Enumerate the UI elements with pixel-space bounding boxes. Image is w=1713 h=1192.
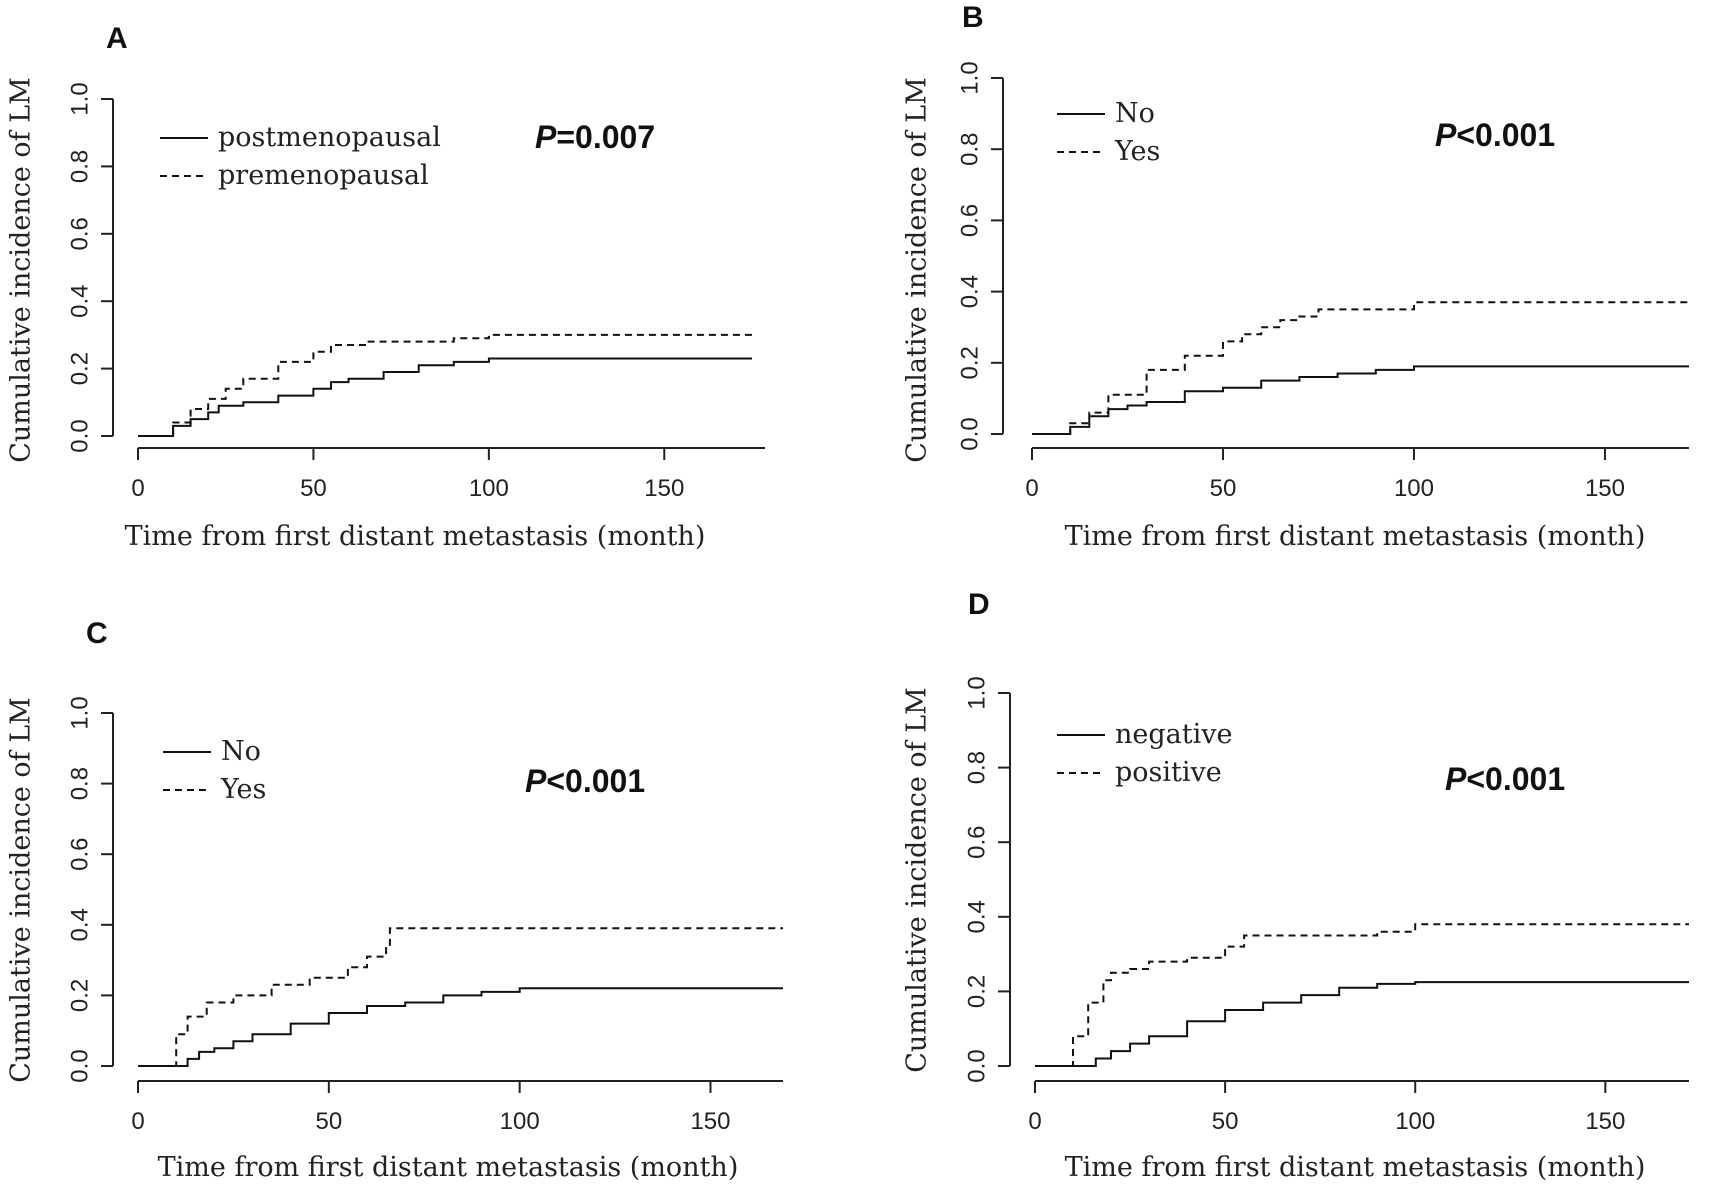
x-tick-label-b-2: 100 bbox=[1394, 475, 1434, 502]
panel-d: D 0.0 0.2 0.4 0.6 0.8 1.0 0 50 100 150 Time from fi… bbox=[902, 588, 1689, 1183]
legend-label-b-yes: Yes bbox=[1114, 136, 1160, 167]
y-axis-title-d: Cumulative incidence of LM bbox=[902, 687, 933, 1073]
y-tick-label-b-3: 0.6 bbox=[956, 204, 983, 237]
x-tick-label-d-2: 100 bbox=[1395, 1108, 1435, 1135]
series-line-d-positive bbox=[1035, 923, 1689, 1067]
y-tick-label-c-1: 0.2 bbox=[66, 979, 93, 1012]
y-tick-label-c-4: 0.8 bbox=[66, 767, 93, 800]
p-value-number-a: =0.007 bbox=[556, 119, 655, 155]
legend-label-c-no: No bbox=[221, 736, 261, 767]
y-tick-label-c-0: 0.0 bbox=[66, 1049, 93, 1082]
y-axis-title-a: Cumulative incidence of LM bbox=[6, 77, 37, 463]
y-tick-label-d-0: 0.0 bbox=[963, 1049, 990, 1082]
y-tick-label-b-4: 0.8 bbox=[956, 133, 983, 166]
y-tick-label-b-5: 1.0 bbox=[956, 61, 983, 94]
x-axis-title-b: Time from first distant metastasis (mont… bbox=[1065, 521, 1646, 552]
x-tick-label-c-0: 0 bbox=[131, 1108, 144, 1135]
legend-label-d-positive: positive bbox=[1115, 757, 1222, 788]
y-tick-label-a-5: 1.0 bbox=[66, 82, 93, 115]
panel-c: C 0.0 0.2 0.4 0.6 0.8 1.0 0 50 100 150 Time from fi… bbox=[6, 617, 783, 1183]
p-value-a: P=0.007 bbox=[535, 119, 655, 155]
y-axis-title-b: Cumulative incidence of LM bbox=[902, 77, 933, 463]
y-tick-label-c-5: 1.0 bbox=[66, 696, 93, 729]
x-tick-label-d-1: 50 bbox=[1212, 1108, 1239, 1135]
panel-b: B 0.0 0.2 0.4 0.6 0.8 1.0 0 50 100 150 Time from fi… bbox=[902, 1, 1689, 552]
legend-label-b-no: No bbox=[1115, 98, 1155, 129]
x-axis-title-d: Time from first distant metastasis (mont… bbox=[1065, 1152, 1646, 1183]
y-tick-label-d-3: 0.6 bbox=[963, 826, 990, 859]
y-tick-label-d-1: 0.2 bbox=[963, 975, 990, 1008]
y-tick-label-c-2: 0.4 bbox=[66, 908, 93, 941]
y-axis-title-c: Cumulative incidence of LM bbox=[6, 697, 37, 1083]
series-line-b-yes bbox=[1032, 301, 1689, 435]
x-tick-label-a-2: 100 bbox=[469, 475, 509, 502]
y-tick-label-a-1: 0.2 bbox=[66, 352, 93, 385]
x-tick-label-b-1: 50 bbox=[1210, 475, 1237, 502]
y-tick-label-b-2: 0.4 bbox=[956, 275, 983, 308]
y-tick-label-d-5: 1.0 bbox=[963, 676, 990, 709]
series-line-a-premenopausal bbox=[138, 333, 752, 437]
y-tick-label-a-0: 0.0 bbox=[66, 419, 93, 452]
y-tick-label-b-0: 0.0 bbox=[956, 417, 983, 450]
series-line-b-no bbox=[1032, 365, 1689, 435]
x-tick-label-c-3: 150 bbox=[690, 1108, 730, 1135]
y-tick-label-d-4: 0.8 bbox=[963, 751, 990, 784]
y-tick-label-d-2: 0.4 bbox=[963, 900, 990, 933]
x-tick-label-a-0: 0 bbox=[131, 475, 144, 502]
x-tick-label-d-0: 0 bbox=[1028, 1108, 1041, 1135]
x-tick-label-b-3: 150 bbox=[1585, 475, 1625, 502]
x-tick-label-c-1: 50 bbox=[315, 1108, 342, 1135]
y-tick-label-a-3: 0.6 bbox=[66, 217, 93, 250]
p-value-number-c: <0.001 bbox=[546, 763, 645, 799]
panel-label-a: A bbox=[106, 22, 128, 55]
x-tick-label-d-3: 150 bbox=[1585, 1108, 1625, 1135]
p-value-symbol-c: P bbox=[525, 763, 547, 799]
x-tick-label-a-1: 50 bbox=[300, 475, 327, 502]
p-value-symbol-b: P bbox=[1435, 117, 1457, 153]
y-tick-label-a-4: 0.8 bbox=[66, 150, 93, 183]
p-value-number-d: <0.001 bbox=[1466, 761, 1565, 797]
p-value-number-b: <0.001 bbox=[1456, 117, 1555, 153]
panel-label-d: D bbox=[968, 588, 990, 621]
p-value-d: P<0.001 bbox=[1445, 761, 1565, 797]
series-line-a-postmenopausal bbox=[138, 357, 752, 437]
panel-label-c: C bbox=[86, 617, 108, 650]
y-tick-label-a-2: 0.4 bbox=[66, 285, 93, 318]
x-tick-label-b-0: 0 bbox=[1025, 475, 1038, 502]
x-tick-label-a-3: 150 bbox=[644, 475, 684, 502]
legend-label-a-postmenopausal: postmenopausal bbox=[218, 122, 441, 153]
panel-label-b: B bbox=[962, 1, 984, 34]
series-line-d-negative bbox=[1035, 981, 1689, 1067]
series-line-c-no bbox=[138, 987, 783, 1067]
legend-label-d-negative: negative bbox=[1115, 719, 1232, 750]
p-value-b: P<0.001 bbox=[1435, 117, 1555, 153]
x-axis-title-c: Time from first distant metastasis (mont… bbox=[158, 1152, 739, 1183]
panel-a: A 0.0 0.2 0.4 0.6 0.8 1.0 0 50 100 150 Time from fi… bbox=[6, 22, 765, 552]
legend-label-a-premenopausal: premenopausal bbox=[218, 160, 429, 191]
p-value-c: P<0.001 bbox=[525, 763, 645, 799]
series-line-c-yes bbox=[138, 927, 783, 1067]
p-value-symbol-d: P bbox=[1445, 761, 1467, 797]
legend-label-c-yes: Yes bbox=[220, 774, 266, 805]
y-tick-label-b-1: 0.2 bbox=[956, 346, 983, 379]
x-axis-title-a: Time from first distant metastasis (mont… bbox=[125, 521, 706, 552]
y-tick-label-c-3: 0.6 bbox=[66, 838, 93, 871]
x-tick-label-c-2: 100 bbox=[500, 1108, 540, 1135]
p-value-symbol-a: P bbox=[535, 119, 557, 155]
